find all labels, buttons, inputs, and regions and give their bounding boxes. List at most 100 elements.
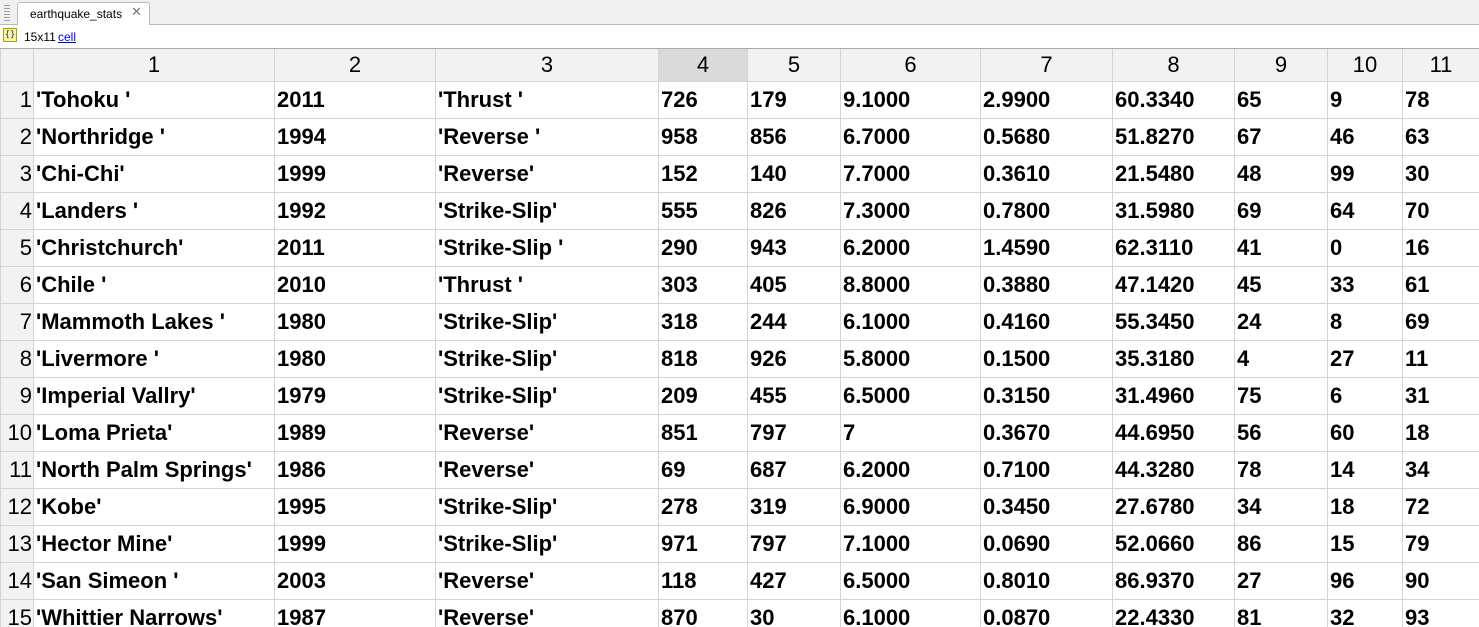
table-cell[interactable]: 'Reverse ' [435,118,659,156]
table-cell[interactable]: 35.3180 [1112,340,1235,378]
row-header[interactable]: 3 [0,155,34,193]
table-cell[interactable]: 0.1500 [980,340,1113,378]
table-cell[interactable]: 851 [658,414,748,452]
row-header[interactable]: 2 [0,118,34,156]
table-cell[interactable]: 'Strike-Slip' [435,525,659,563]
table-cell[interactable]: 'Kobe' [33,488,275,526]
table-cell[interactable]: 1987 [274,599,436,627]
table-cell[interactable]: 5.8000 [840,340,981,378]
row-header[interactable]: 5 [0,229,34,267]
table-cell[interactable]: 278 [658,488,748,526]
table-cell[interactable]: 427 [747,562,841,600]
table-cell[interactable]: 1.4590 [980,229,1113,267]
table-cell[interactable]: 6.1000 [840,303,981,341]
column-header-5[interactable]: 5 [747,49,841,82]
row-header[interactable]: 11 [0,451,34,489]
table-cell[interactable]: 90 [1402,562,1479,600]
table-cell[interactable]: 'Strike-Slip' [435,488,659,526]
table-cell[interactable]: 926 [747,340,841,378]
table-cell[interactable]: 244 [747,303,841,341]
column-header-4[interactable]: 4 [658,49,748,82]
table-cell[interactable]: 86.9370 [1112,562,1235,600]
row-header[interactable]: 9 [0,377,34,415]
table-cell[interactable]: 7 [840,414,981,452]
table-cell[interactable]: 81 [1234,599,1328,627]
table-cell[interactable]: 41 [1234,229,1328,267]
column-header-8[interactable]: 8 [1112,49,1235,82]
table-cell[interactable]: 152 [658,155,748,193]
table-cell[interactable]: 'Reverse' [435,562,659,600]
table-cell[interactable]: 18 [1327,488,1403,526]
table-cell[interactable]: 2.9900 [980,81,1113,119]
row-header[interactable]: 1 [0,81,34,119]
table-cell[interactable]: 34 [1402,451,1479,489]
table-cell[interactable]: 1979 [274,377,436,415]
table-cell[interactable]: 1999 [274,155,436,193]
table-cell[interactable]: 0 [1327,229,1403,267]
table-cell[interactable]: 52.0660 [1112,525,1235,563]
table-cell[interactable]: 'Chi-Chi' [33,155,275,193]
table-cell[interactable]: 'Tohoku ' [33,81,275,119]
table-cell[interactable]: 'Strike-Slip ' [435,229,659,267]
table-cell[interactable]: 'Reverse' [435,414,659,452]
table-cell[interactable]: 22.4330 [1112,599,1235,627]
table-cell[interactable]: 1995 [274,488,436,526]
table-cell[interactable]: 63 [1402,118,1479,156]
column-header-3[interactable]: 3 [435,49,659,82]
table-cell[interactable]: 69 [1234,192,1328,230]
table-cell[interactable]: 118 [658,562,748,600]
table-cell[interactable]: 1980 [274,303,436,341]
table-cell[interactable]: 'Thrust ' [435,81,659,119]
table-cell[interactable]: 45 [1234,266,1328,304]
table-cell[interactable]: 16 [1402,229,1479,267]
table-cell[interactable]: 'Strike-Slip' [435,340,659,378]
table-cell[interactable]: 69 [658,451,748,489]
table-cell[interactable]: 'North Palm Springs' [33,451,275,489]
column-header-1[interactable]: 1 [33,49,275,82]
table-cell[interactable]: 797 [747,525,841,563]
table-cell[interactable]: 99 [1327,155,1403,193]
table-cell[interactable]: 6.2000 [840,451,981,489]
table-cell[interactable]: 67 [1234,118,1328,156]
column-header-11[interactable]: 11 [1402,49,1479,82]
table-cell[interactable]: 'Thrust ' [435,266,659,304]
table-cell[interactable]: 31.4960 [1112,377,1235,415]
table-cell[interactable]: 0.5680 [980,118,1113,156]
table-cell[interactable]: 6.5000 [840,377,981,415]
table-cell[interactable]: 31 [1402,377,1479,415]
table-cell[interactable]: 31.5980 [1112,192,1235,230]
table-cell[interactable]: 'Reverse' [435,599,659,627]
table-cell[interactable]: 78 [1234,451,1328,489]
table-cell[interactable]: 14 [1327,451,1403,489]
table-cell[interactable]: 0.3610 [980,155,1113,193]
table-cell[interactable]: 0.4160 [980,303,1113,341]
table-cell[interactable]: 6.7000 [840,118,981,156]
table-cell[interactable]: 48 [1234,155,1328,193]
table-cell[interactable]: 1999 [274,525,436,563]
table-cell[interactable]: 47.1420 [1112,266,1235,304]
table-cell[interactable]: 318 [658,303,748,341]
table-cell[interactable]: 6 [1327,377,1403,415]
table-cell[interactable]: 44.3280 [1112,451,1235,489]
table-cell[interactable]: 30 [747,599,841,627]
table-cell[interactable]: 179 [747,81,841,119]
table-cell[interactable]: 9 [1327,81,1403,119]
table-cell[interactable]: 32 [1327,599,1403,627]
table-cell[interactable]: 1980 [274,340,436,378]
table-cell[interactable]: 2011 [274,81,436,119]
table-cell[interactable]: 6.9000 [840,488,981,526]
table-cell[interactable]: 405 [747,266,841,304]
table-cell[interactable]: 0.8010 [980,562,1113,600]
table-cell[interactable]: 7.3000 [840,192,981,230]
table-cell[interactable]: 62.3110 [1112,229,1235,267]
table-cell[interactable]: 'Northridge ' [33,118,275,156]
table-cell[interactable]: 140 [747,155,841,193]
table-cell[interactable]: 0.3880 [980,266,1113,304]
table-cell[interactable]: 209 [658,377,748,415]
column-header-6[interactable]: 6 [840,49,981,82]
table-cell[interactable]: 70 [1402,192,1479,230]
table-cell[interactable]: 65 [1234,81,1328,119]
table-cell[interactable]: 75 [1234,377,1328,415]
table-cell[interactable]: 'Reverse' [435,155,659,193]
table-cell[interactable]: 8 [1327,303,1403,341]
